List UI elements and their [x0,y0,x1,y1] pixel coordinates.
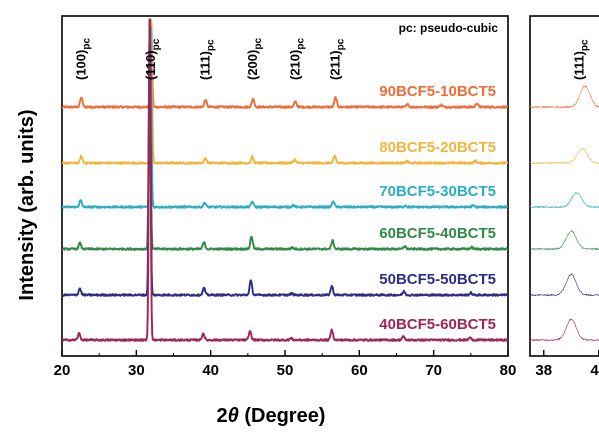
series-label: 80BCF5-20BCT5 [379,139,496,156]
peak-label: (111)pc [198,39,217,80]
inset-xrd-panel: 38 40 (111)pc [529,15,599,379]
x-tick-label: 50 [277,362,294,379]
y-axis-title: Intensity (arb. units) [16,109,38,300]
x-tick-label: 40 [590,362,599,379]
series-line [62,18,508,165]
legend-note: pc: pseudo-cubic [399,21,499,35]
x-tick-label: 60 [351,362,368,379]
series-label: 70BCF5-30BCT5 [379,183,496,200]
peak-label: (200)pc [245,38,264,80]
x-tick-label: 40 [202,362,219,379]
x-tick-label: 70 [425,362,442,379]
x-tick-label: 20 [54,362,71,379]
series-label: 60BCF5-40BCT5 [379,225,496,242]
plot-frame [529,15,599,357]
series-line [62,19,508,109]
peak-label: (210)pc [287,38,306,80]
series-label: 50BCF5-50BCT5 [379,271,496,288]
series-line [530,192,599,209]
series-label: 40BCF5-60BCT5 [379,316,496,333]
main-xrd-panel: 20 30 40 50 60 70 80 90BCF5-10BCT5 80BCF5-20BCT5… [54,15,517,379]
series-label: 90BCF5-10BCT5 [379,83,496,100]
x-tick-label: 80 [500,362,517,379]
peak-label: (111)pc [572,39,591,80]
x-tick-label: 30 [128,362,145,379]
series-line [62,19,508,342]
series-line [62,18,508,297]
series-line [530,273,599,297]
peak-label: (110)pc [143,38,162,80]
peak-label: (100)pc [73,38,92,80]
series-line [62,19,508,251]
series-line [530,85,599,109]
series-line [530,318,599,342]
series-line [530,147,599,165]
peak-label: (211)pc [328,38,347,80]
series-line [62,25,508,209]
x-axis-title: 2θ (Degree) [217,405,326,427]
series-line [530,230,599,251]
x-tick-label: 38 [535,362,552,379]
